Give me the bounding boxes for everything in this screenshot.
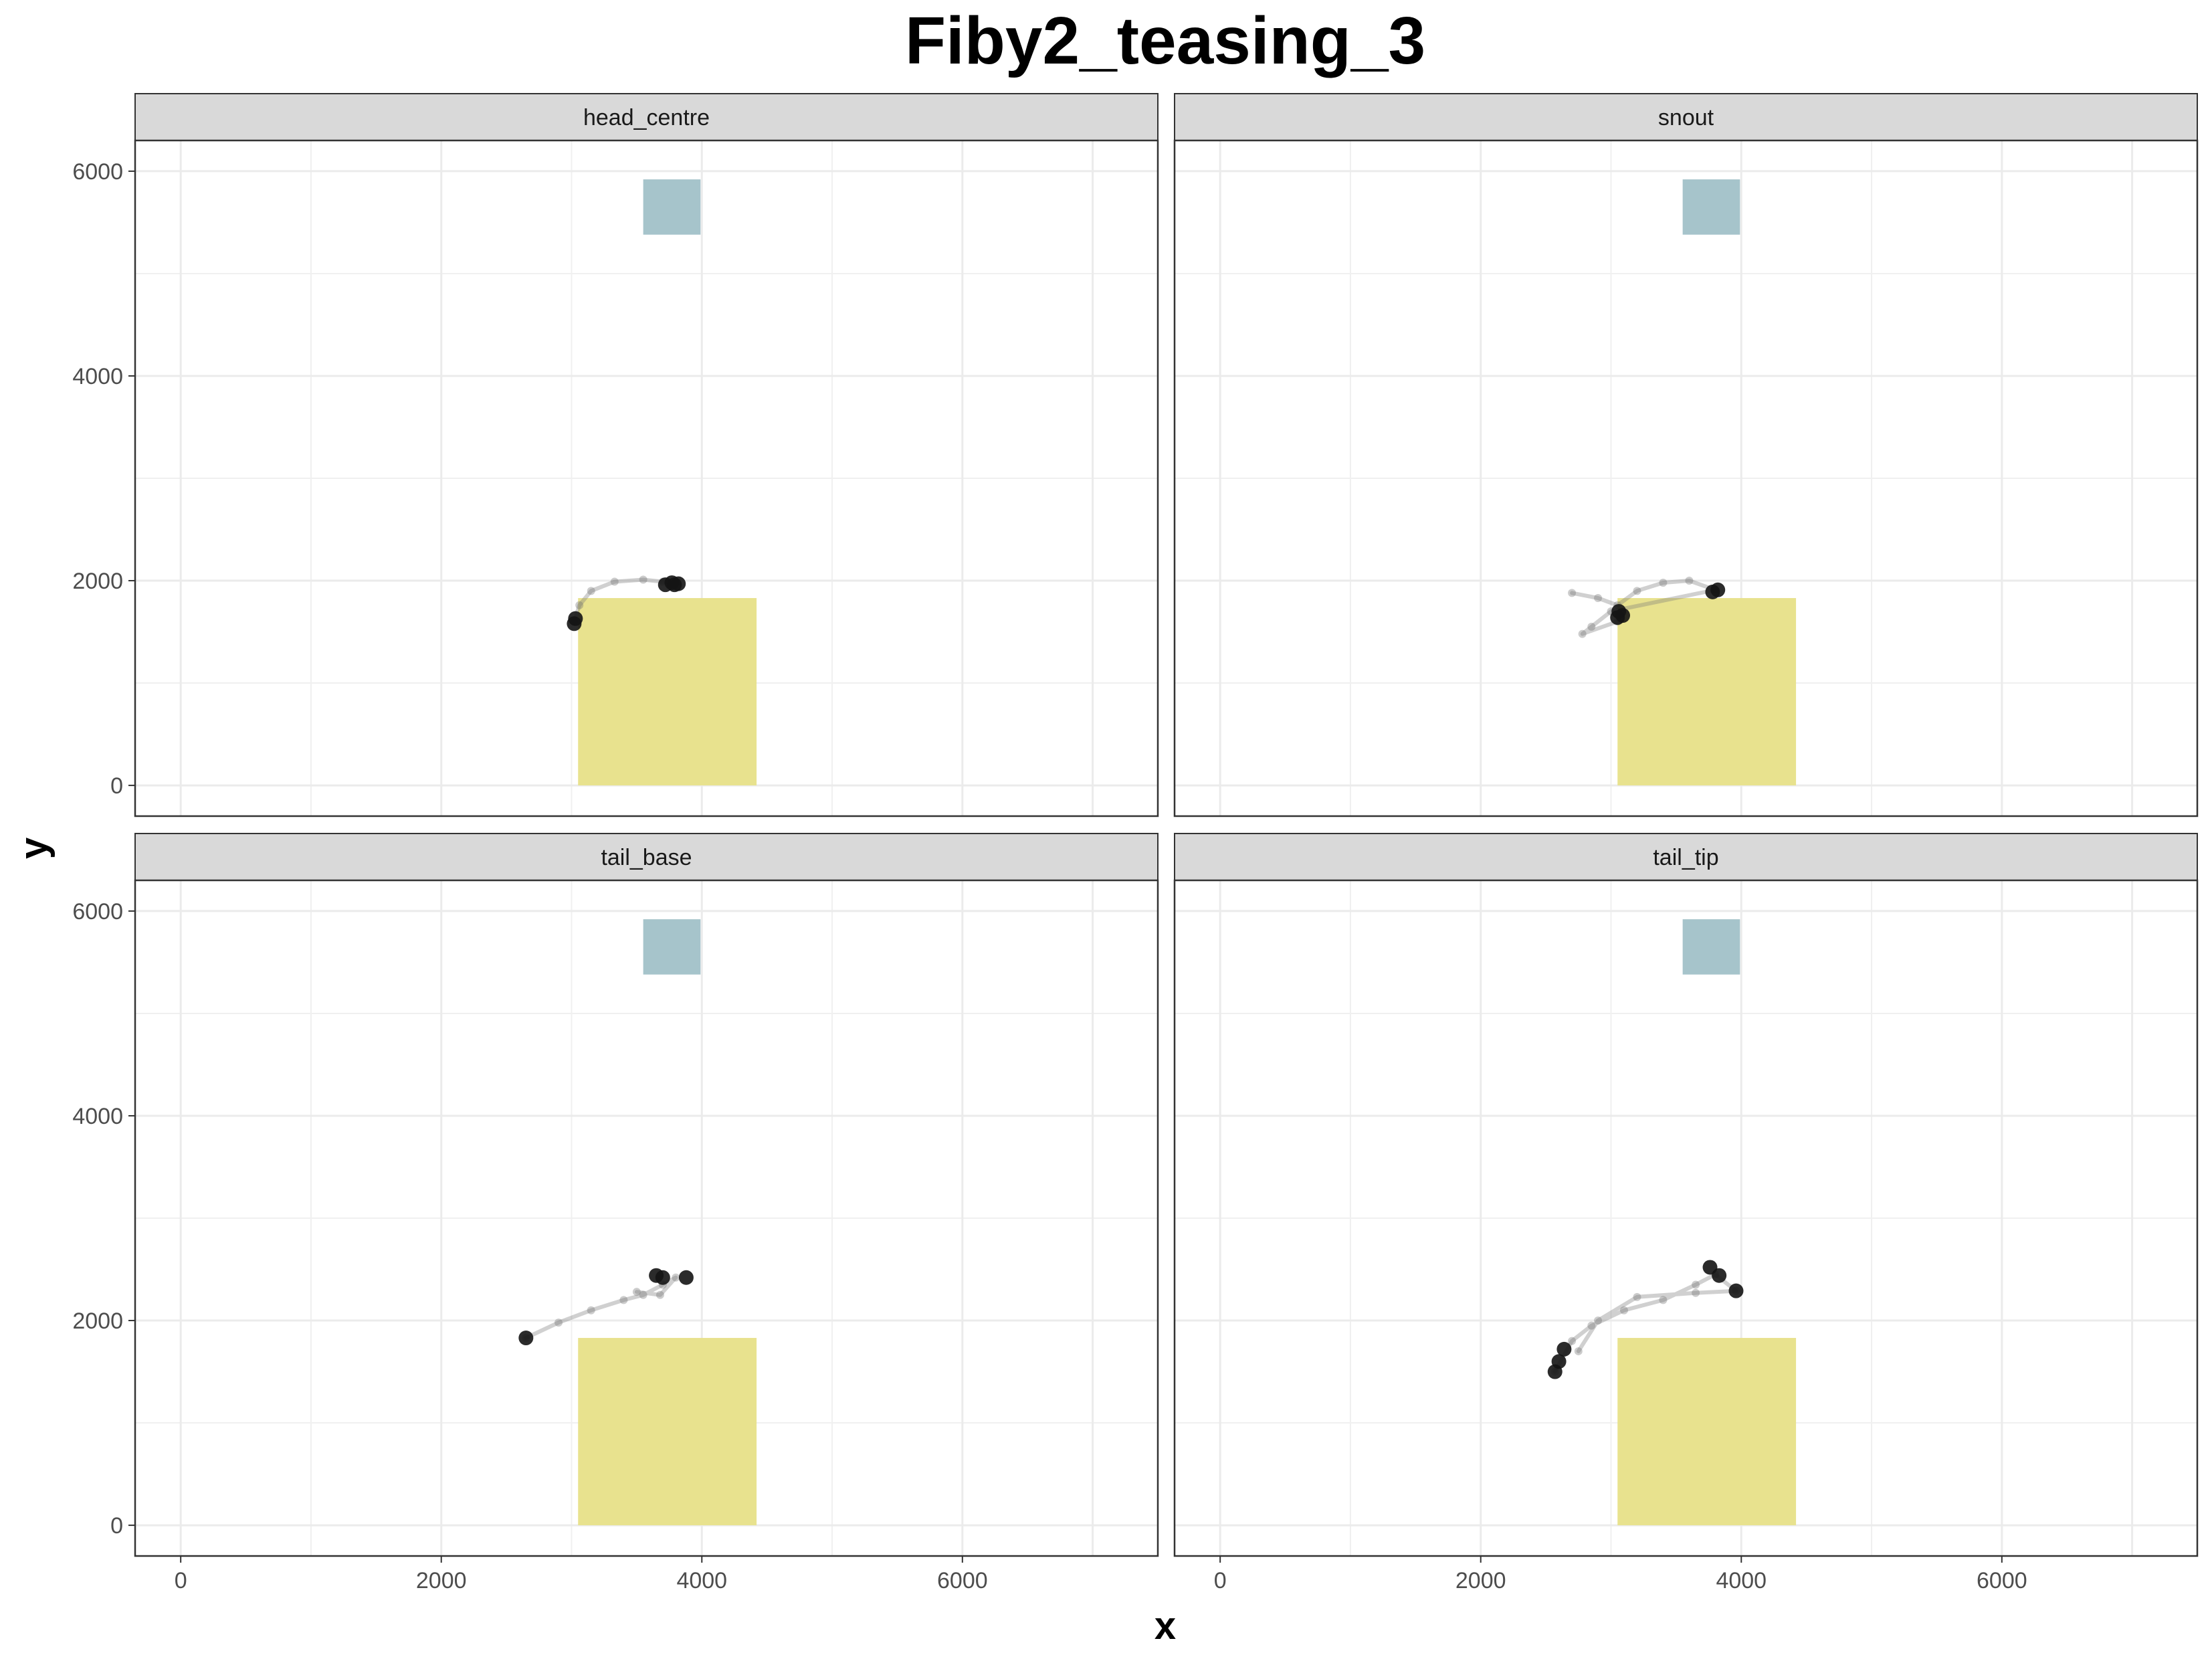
trajectory-point [1633,1292,1641,1301]
zone-rect-bottom [578,1338,757,1526]
y-axis-title: y [12,838,56,859]
panel-border [134,879,1159,1557]
strip-background [1174,93,2198,141]
facet-panel-tail_base: tail_base 0 2000 4000 6000 0 2000 4000 6000 [72,833,1159,1593]
zone-rect-bottom [1617,1338,1797,1526]
trajectory-point [1619,1306,1628,1314]
x-tick-label: 0 [1214,1568,1227,1593]
trajectory-point [575,601,584,609]
zone-rect-bottom [578,598,757,786]
trajectory-point [610,577,619,586]
dense-point [1728,1283,1744,1298]
trajectory-point [1574,1347,1583,1355]
dense-point [1556,1341,1572,1357]
trajectory-point [1587,622,1596,631]
trajectory-point [1587,1321,1596,1330]
strip-background [134,93,1159,141]
strip-label: snout [1658,105,1714,130]
dense-point [678,1270,694,1285]
y-tick-label: 2000 [72,1308,123,1334]
x-tick-label: 0 [175,1568,187,1593]
trajectory-point [555,1319,563,1327]
trajectory-path [1552,1272,1738,1374]
dense-point [518,1331,534,1346]
dense-point [1710,582,1726,597]
x-tick-label: 4000 [1716,1568,1767,1593]
zone-rect-top [643,919,701,975]
dense-point [1551,1354,1567,1369]
y-tick-label: 4000 [72,1104,123,1129]
trajectory-point [1568,589,1577,597]
y-tick-label: 4000 [72,364,123,389]
trajectory-point [639,1290,647,1299]
dense-point [568,611,583,626]
dense-point [655,1270,670,1285]
trajectory-point [1633,587,1641,595]
trajectory-point [1685,577,1694,585]
facet-panel-head_centre: head_centre 0 2000 4000 6000 [72,93,1159,817]
trajectory-path [524,1275,678,1340]
trajectory-point [1568,1337,1577,1345]
panel-border [134,139,1159,817]
trajectory-point [587,1306,595,1314]
zone-rect-bottom [1617,598,1797,786]
trajectory-point [1578,629,1587,638]
trajectory-point [1692,1280,1700,1289]
trajectory-point [672,1273,680,1282]
trajectory-point [639,575,647,584]
y-tick-label: 6000 [72,159,123,185]
x-tick-label: 6000 [937,1568,988,1593]
strip-label: tail_base [601,845,692,870]
trajectory-point [1659,579,1668,587]
facet-panel-snout: snout [1173,93,2199,817]
panel-border [1173,879,2199,1557]
zone-rect-top [1682,179,1740,235]
panel-border [1173,139,2199,817]
strip-label: head_centre [583,105,710,130]
y-tick-label: 6000 [72,899,123,924]
zone-rect-top [1682,919,1740,975]
y-tick-label: 0 [110,1513,123,1539]
dense-point [1615,608,1631,623]
x-tick-label: 2000 [416,1568,467,1593]
strip-background [134,833,1159,881]
chart-title: Fiby2_teasing_3 [905,3,1425,78]
trajectory-path [1570,579,1718,636]
dense-point [667,577,682,593]
trajectory-point [1594,594,1603,603]
trajectory-point [619,1296,628,1304]
y-tick-label: 2000 [72,569,123,594]
strip-label: tail_tip [1653,845,1718,870]
x-tick-label: 6000 [1977,1568,2027,1593]
y-tick-label: 0 [110,773,123,799]
trajectory-point [1692,1288,1700,1297]
x-tick-label: 2000 [1455,1568,1506,1593]
trajectory-point [1659,1296,1668,1304]
trajectory-point [632,1288,641,1296]
trajectory-point [587,587,595,595]
trajectory-point [1594,1316,1603,1325]
x-axis-title: x [1154,1604,1176,1648]
facet-panel-tail_tip: tail_tip 0 2000 4000 6000 [1173,833,2199,1593]
dense-point [1712,1268,1727,1283]
zone-rect-top [643,179,701,235]
x-tick-label: 4000 [676,1568,727,1593]
trajectory-point [656,1290,664,1299]
